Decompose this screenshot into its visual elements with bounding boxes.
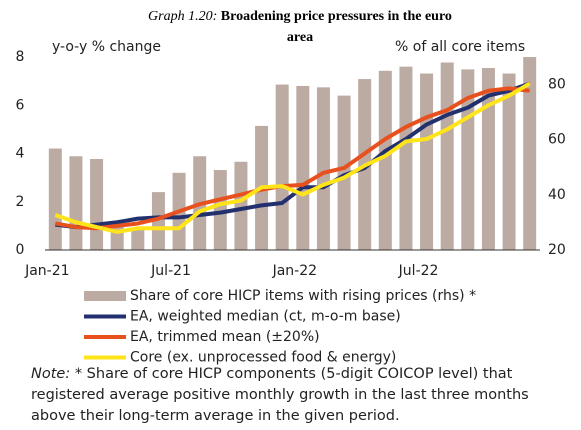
y2-axis-label: % of all core items (395, 39, 525, 55)
y-tick-label: 8 (16, 49, 25, 65)
x-tick-label: Jan-22 (272, 263, 317, 279)
y-axis-label: y-o-y % change (52, 39, 161, 55)
note: Note: * Share of core HICP components (5… (31, 364, 571, 427)
chart-title: Graph 1.20: Broadening price pressures i… (135, 6, 465, 48)
bar (399, 66, 413, 251)
x-tick-label: Jan-21 (24, 263, 69, 279)
title-text: Broadening price pressures in the euro a… (220, 9, 452, 45)
y-tick-label: 2 (16, 194, 25, 210)
bar (316, 87, 330, 250)
note-label: Note: (31, 366, 71, 382)
bar (440, 62, 454, 251)
bar (337, 95, 351, 250)
bar (234, 161, 248, 250)
legend-label: EA, trimmed mean (±20%) (130, 329, 320, 345)
bar (378, 70, 392, 251)
y2-tick-label: 80 (548, 77, 566, 93)
line (55, 81, 531, 230)
legend-label: Core (ex. unprocessed food & energy) (130, 350, 396, 366)
bar (131, 227, 145, 250)
bar (420, 73, 434, 251)
legend-swatch (84, 291, 126, 301)
x-tick-label: Jul-22 (398, 263, 439, 279)
y-tick-label: 6 (16, 97, 25, 113)
y2-tick-label: 40 (548, 187, 566, 203)
bar (213, 170, 227, 250)
y2-tick-label: 60 (548, 132, 566, 148)
bar (48, 148, 62, 250)
line (54, 86, 530, 231)
bar (151, 192, 165, 250)
x-tick-label: Jul-21 (150, 263, 191, 279)
y2-tick-label: 20 (548, 242, 566, 258)
bar (69, 156, 83, 250)
title-label: Graph 1.20: (148, 9, 218, 24)
y-tick-label: 4 (16, 146, 25, 162)
line (54, 81, 531, 234)
bar (481, 68, 495, 251)
bar (523, 57, 537, 250)
bar (90, 159, 104, 250)
legend-label: EA, weighted median (ct, m-o-m base) (130, 309, 401, 325)
note-text: * Share of core HICP components (5-digit… (31, 366, 529, 424)
legend-label: Share of core HICP items with rising pri… (130, 288, 476, 304)
bar (502, 73, 516, 251)
bar (275, 84, 289, 250)
bar (296, 85, 310, 250)
y-tick-label: 0 (16, 242, 25, 258)
